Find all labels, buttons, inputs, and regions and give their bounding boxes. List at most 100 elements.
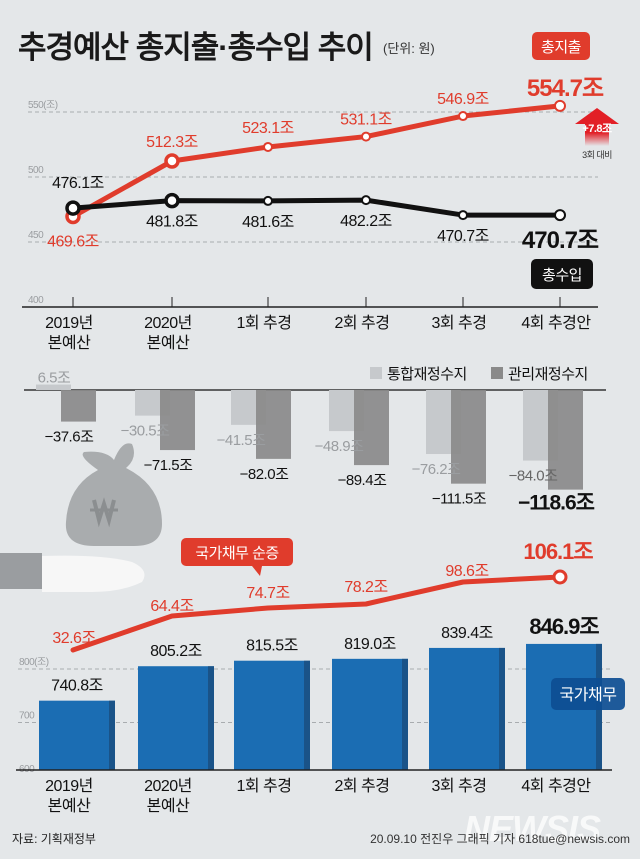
debt-bar-shade <box>499 647 505 770</box>
legend-managed-label: 관리재정수지 <box>508 366 588 383</box>
revenue-value-label: 482.2조 <box>340 213 392 230</box>
debt-increase-badge-pointer <box>252 566 262 576</box>
managed-value-label: −89.4조 <box>338 472 387 489</box>
expenditure-point <box>263 141 273 152</box>
revenue-line <box>72 197 560 218</box>
managed-value-label: −82.0조 <box>240 466 289 483</box>
money-bag-icon <box>65 443 162 546</box>
unit-label: (단위: 원) <box>383 41 435 56</box>
revenue-final-label: 470.7조 <box>522 227 599 254</box>
expenditure-badge-label: 총지출 <box>541 39 581 56</box>
integrated-value-label: −48.9조 <box>315 438 364 455</box>
y-tick-label: 550(조) <box>28 100 58 111</box>
debt-value-label: 839.4조 <box>441 625 493 642</box>
debt-increase-label: 74.7조 <box>246 585 289 602</box>
integrated-value-label: −41.5조 <box>217 432 266 449</box>
debt-value-label: 819.0조 <box>344 636 396 653</box>
expenditure-value-label: 512.3조 <box>146 134 198 151</box>
managed-value-label: −111.5조 <box>432 491 487 508</box>
newsis-watermark: NEWSIS <box>463 808 601 849</box>
revenue-point <box>458 210 468 221</box>
integrated-bar <box>36 384 71 390</box>
debt-value-label: 846.9조 <box>529 614 599 639</box>
debt-bar-shade <box>109 700 115 770</box>
hand-icon <box>42 555 145 592</box>
managed-bar <box>354 390 389 466</box>
x-category-label: 본예산 <box>48 334 91 352</box>
debt-bar-shade <box>304 660 310 770</box>
debt-value-label: 740.8조 <box>51 678 103 695</box>
x-category-label: 2회 추경 <box>334 777 389 795</box>
expenditure-value-label: 523.1조 <box>242 120 294 137</box>
revenue-point <box>554 209 566 222</box>
revenue-badge-label: 총수입 <box>542 267 582 284</box>
revenue-value-label: 470.7조 <box>437 228 489 245</box>
revenue-point <box>65 200 81 216</box>
x-category-label: 본예산 <box>147 797 190 815</box>
debt-value-label: 815.5조 <box>246 638 298 655</box>
debt-bar <box>39 700 115 770</box>
expenditure-value-label: 469.6조 <box>47 234 99 251</box>
expenditure-final-label: 554.7조 <box>527 75 604 102</box>
increase-arrow-label: +7.8조 <box>582 123 612 135</box>
x-category-label: 3회 추경 <box>431 314 486 332</box>
debt-increase-badge-label: 국가채무 순증 <box>195 545 278 562</box>
debt-value-label: 805.2조 <box>150 643 202 660</box>
x-category-label: 본예산 <box>147 334 190 352</box>
managed-bar <box>61 390 96 422</box>
revenue-value-label: 481.6조 <box>242 214 294 231</box>
x-category-label: 1회 추경 <box>236 777 291 795</box>
debt-bar <box>234 660 310 770</box>
x-category-label: 2019년 <box>45 314 93 332</box>
increase-arrow-sub: 3회 대비 <box>582 150 612 160</box>
managed-bar <box>451 390 486 484</box>
y-tick-label: 700 <box>19 711 35 722</box>
revenue-badge <box>531 259 593 289</box>
x-category-label: 2019년 <box>45 777 93 795</box>
revenue-point <box>361 195 371 206</box>
y-tick-label: 400 <box>28 295 44 306</box>
expenditure-point <box>554 99 566 112</box>
expenditure-point <box>361 131 371 142</box>
x-category-label: 본예산 <box>48 797 91 815</box>
expenditure-point <box>458 111 468 122</box>
debt-badge <box>551 678 625 710</box>
managed-value-label: −37.6조 <box>45 429 94 446</box>
integrated-value-label: −84.0조 <box>509 468 558 485</box>
x-category-label: 4회 추경안 <box>521 777 591 795</box>
integrated-value-label: −30.5조 <box>121 423 170 440</box>
y-tick-label: 500 <box>28 165 44 176</box>
debt-increase-label: 32.6조 <box>52 630 95 647</box>
debt-bar-shade <box>208 666 214 770</box>
page-title: 추경예산 총지출·총수입 추이 <box>18 30 374 65</box>
legend-integrated-label: 통합재정수지 <box>387 366 467 383</box>
x-category-label: 2020년 <box>144 777 192 795</box>
legend-integrated-swatch <box>370 367 382 379</box>
expenditure-value-label: 546.9조 <box>437 91 489 108</box>
credit-label: 20.09.10 전진우 그래픽 기자 618tue@newsis.com <box>370 832 630 846</box>
expenditure-point <box>164 153 180 169</box>
integrated-value-label: 6.5조 <box>38 370 71 387</box>
debt-increase-label: 78.2조 <box>344 579 387 596</box>
debt-increase-badge <box>181 538 293 566</box>
hand-sleeve <box>0 553 42 589</box>
revenue-point <box>263 195 273 206</box>
managed-bar <box>256 390 291 459</box>
debt-increase-label: 64.4조 <box>150 598 193 615</box>
expenditure-line <box>71 103 561 219</box>
debt-bar <box>138 666 214 770</box>
expenditure-badge <box>532 32 590 60</box>
debt-badge-label: 국가채무 <box>560 686 617 704</box>
integrated-value-label: −76.2조 <box>412 461 461 478</box>
managed-bar <box>160 390 195 451</box>
y-tick-label: 800(조) <box>19 657 49 668</box>
legend-managed-swatch <box>491 367 503 379</box>
source-label: 자료: 기획재정부 <box>12 832 96 846</box>
x-category-label: 1회 추경 <box>236 314 291 332</box>
debt-bar <box>429 647 505 770</box>
managed-value-label: −118.6조 <box>518 492 595 515</box>
revenue-value-label: 476.1조 <box>52 175 104 192</box>
debt-increase-label: 98.6조 <box>445 563 488 580</box>
debt-bar-shade <box>402 658 408 770</box>
